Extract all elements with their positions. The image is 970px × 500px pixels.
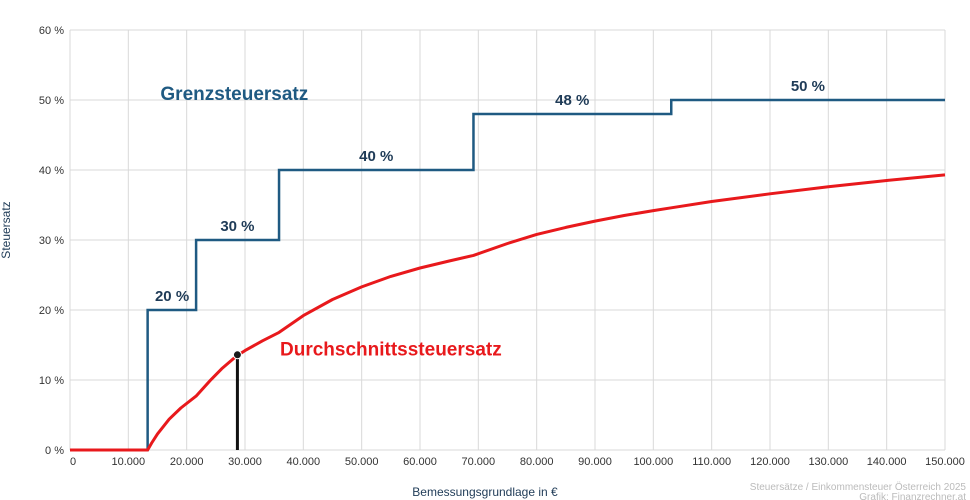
x-tick-label: 100.000 <box>633 456 673 468</box>
rate-step-label: 50 % <box>791 78 825 95</box>
credit-line-2: Grafik: Finanzrechner.at <box>859 492 966 500</box>
y-tick-label: 0 % <box>45 445 64 457</box>
y-tick-label: 50 % <box>39 95 64 107</box>
x-tick-label: 120.000 <box>750 456 790 468</box>
x-tick-label: 80.000 <box>520 456 554 468</box>
y-tick-label: 40 % <box>39 165 64 177</box>
y-tick-label: 30 % <box>39 235 64 247</box>
rate-step-label: 40 % <box>359 148 393 165</box>
x-tick-label: 150.000 <box>925 456 965 468</box>
x-tick-labels: 0 10.000 20.000 30.000 40.000 50.000 60.000 70.… <box>70 456 965 468</box>
rate-step-label: 30 % <box>220 218 254 235</box>
x-tick-label: 60.000 <box>403 456 437 468</box>
marginal-rate-line <box>70 98 945 452</box>
annotations: 20 % 30 % 40 % 48 % 50 % Grenzsteuersatz Durch… <box>155 78 825 361</box>
y-tick-label: 20 % <box>39 305 64 317</box>
y-tick-label: 10 % <box>39 375 64 387</box>
x-tick-label: 0 <box>70 456 76 468</box>
rate-step-label: 20 % <box>155 288 189 305</box>
x-tick-label: 90.000 <box>578 456 612 468</box>
x-tick-label: 70.000 <box>462 456 496 468</box>
x-tick-label: 140.000 <box>867 456 907 468</box>
x-tick-label: 130.000 <box>808 456 848 468</box>
x-tick-label: 20.000 <box>170 456 204 468</box>
x-tick-label: 110.000 <box>692 456 731 468</box>
average-rate-label: Durchschnittssteuersatz <box>280 340 502 361</box>
average-rate-line <box>70 173 946 452</box>
x-axis-label: Bemessungsgrundlage in € <box>412 485 558 499</box>
y-tick-label: 60 % <box>39 25 64 37</box>
x-tick-label: 50.000 <box>345 456 379 468</box>
y-axis-label: Steuersatz <box>0 201 13 258</box>
x-tick-label: 10.000 <box>112 456 146 468</box>
x-tick-label: 30.000 <box>228 456 262 468</box>
x-tick-label: 40.000 <box>287 456 321 468</box>
credit-line-1: Steuersätze / Einkommensteuer Österreich… <box>750 481 967 493</box>
y-tick-labels: 0 % 10 % 20 % 30 % 40 % 50 % 60 % <box>39 25 64 457</box>
rate-step-label: 48 % <box>555 92 589 109</box>
marginal-rate-label: Grenzsteuersatz <box>160 84 308 105</box>
marker-point <box>232 350 242 360</box>
series-lines <box>70 98 946 452</box>
